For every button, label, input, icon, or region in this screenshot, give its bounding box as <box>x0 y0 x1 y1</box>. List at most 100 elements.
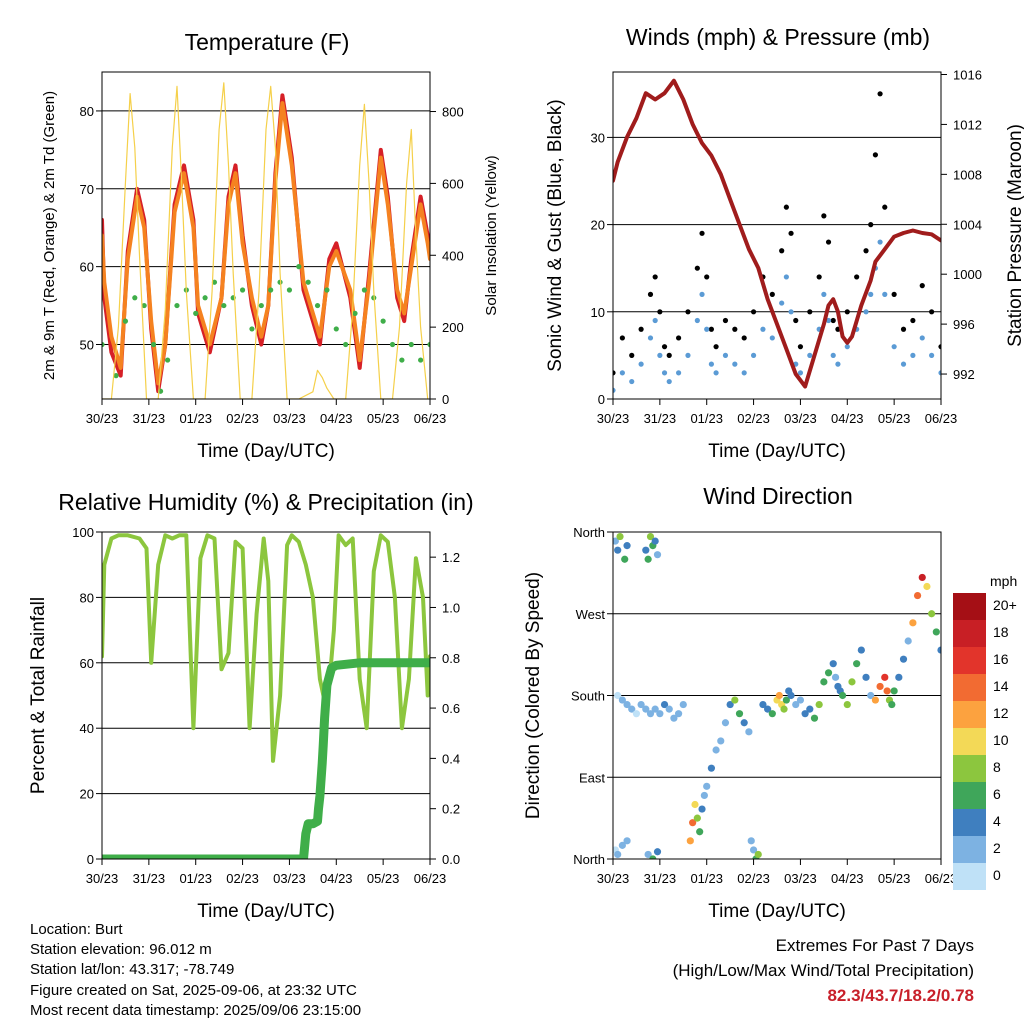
direction-point <box>749 846 758 854</box>
series-line <box>613 78 941 389</box>
direction-point <box>656 710 664 718</box>
series-point <box>732 361 738 367</box>
colorbar-swatch <box>953 755 986 782</box>
direction-point <box>623 837 631 845</box>
x-tick-label: 05/23 <box>878 411 911 426</box>
series-point <box>666 378 672 385</box>
series-point <box>769 291 775 297</box>
direction-point <box>660 700 669 709</box>
direction-point <box>646 532 655 541</box>
series-point <box>141 302 147 309</box>
direction-point <box>853 660 861 668</box>
series-point <box>825 239 832 245</box>
x-tick-label: 06/23 <box>925 411 958 426</box>
series-point <box>900 361 907 367</box>
y-tick-label: 80 <box>80 104 94 119</box>
series-line <box>102 82 429 399</box>
direction-point <box>698 805 706 813</box>
x-tick-label: 05/23 <box>367 871 400 886</box>
x-tick-label: 04/23 <box>831 411 864 426</box>
direction-point <box>644 555 652 563</box>
y2-tick-label: 0.2 <box>442 802 460 817</box>
direction-point <box>888 700 896 709</box>
y-axis-label: Direction (Colored By Speed) <box>523 572 544 819</box>
x-tick-label: 30/23 <box>597 411 630 426</box>
direction-point <box>614 691 622 700</box>
direction-point <box>909 619 917 627</box>
direction-point <box>614 850 622 859</box>
series-point <box>919 283 925 289</box>
series-point <box>694 317 700 324</box>
x-tick-label: 01/23 <box>179 411 212 426</box>
y2-tick-label: 1.2 <box>442 550 460 565</box>
direction-point <box>616 532 624 541</box>
extremes-subheading: (High/Low/Max Wind/Total Precipitation) <box>672 961 974 980</box>
direction-point <box>703 782 711 790</box>
series-point <box>268 287 274 293</box>
humidity-precip-panel: 0 20 40 60 80 100 0.0 0.2 0.4 0.6 0.8 1.0 1.2 30/23 31… <box>28 489 474 922</box>
direction-point <box>890 687 898 695</box>
series-line <box>102 101 430 386</box>
direction-point <box>918 573 926 582</box>
direction-point <box>693 814 701 822</box>
direction-point <box>928 610 936 618</box>
y-axis-label: 2m & 9m T (Red, Orange) & 2m Td (Green) <box>41 91 58 380</box>
series-point <box>619 335 625 341</box>
direction-point <box>810 714 819 722</box>
direction-point <box>679 700 687 709</box>
direction-point <box>775 691 783 700</box>
series-point <box>769 335 775 341</box>
series-point <box>699 230 705 236</box>
series-point <box>821 213 827 219</box>
extremes-values: 82.3/43.7/18.2/0.78 <box>827 986 974 1005</box>
series-point <box>807 352 813 358</box>
series-point <box>741 370 747 376</box>
colorbar-title: mph <box>990 573 1017 589</box>
direction-point <box>628 705 636 713</box>
series-point <box>750 309 757 315</box>
colorbar-label: 6 <box>993 786 1001 802</box>
direction-point <box>646 710 655 718</box>
direction-point <box>653 551 662 559</box>
x-tick-label: 03/23 <box>784 871 817 886</box>
series-point <box>249 326 255 332</box>
series-point <box>779 300 785 306</box>
series-point <box>286 287 293 293</box>
colorbar-label: 16 <box>993 651 1009 667</box>
direction-point <box>675 710 683 718</box>
series-point <box>661 370 668 376</box>
y2-tick-label: 1.0 <box>442 600 460 615</box>
series-point <box>296 264 302 270</box>
chart-title: Wind Direction <box>703 483 853 509</box>
y-tick-label: 60 <box>80 656 94 671</box>
series-point <box>102 341 105 348</box>
y2-tick-label: 1012 <box>953 117 982 132</box>
direction-point <box>759 700 767 709</box>
series-point <box>793 317 799 324</box>
x-tick-label: 30/23 <box>86 871 119 886</box>
series-point <box>408 341 414 348</box>
y-tick-label: 70 <box>80 182 94 197</box>
direction-point <box>686 837 694 845</box>
direction-point <box>740 719 748 727</box>
direction-point <box>642 546 650 554</box>
direction-point <box>806 705 814 713</box>
series-point <box>676 335 682 341</box>
direction-point <box>651 705 659 713</box>
direction-point <box>618 696 626 704</box>
chart-title: Relative Humidity (%) & Precipitation (i… <box>58 489 473 515</box>
plot-frame <box>101 71 431 400</box>
x-tick-label: 05/23 <box>878 871 911 886</box>
series-point <box>676 370 682 376</box>
colorbar-label: 4 <box>993 813 1001 829</box>
colorbar-label: 8 <box>993 759 1001 775</box>
direction-point <box>642 705 650 713</box>
direction-point <box>689 819 697 827</box>
x-tick-label: 31/23 <box>133 411 166 426</box>
series-point <box>314 302 321 309</box>
colorbar-swatch <box>953 701 986 728</box>
series-point <box>619 370 625 376</box>
colorbar-swatch <box>953 836 986 863</box>
direction-point <box>735 710 744 718</box>
